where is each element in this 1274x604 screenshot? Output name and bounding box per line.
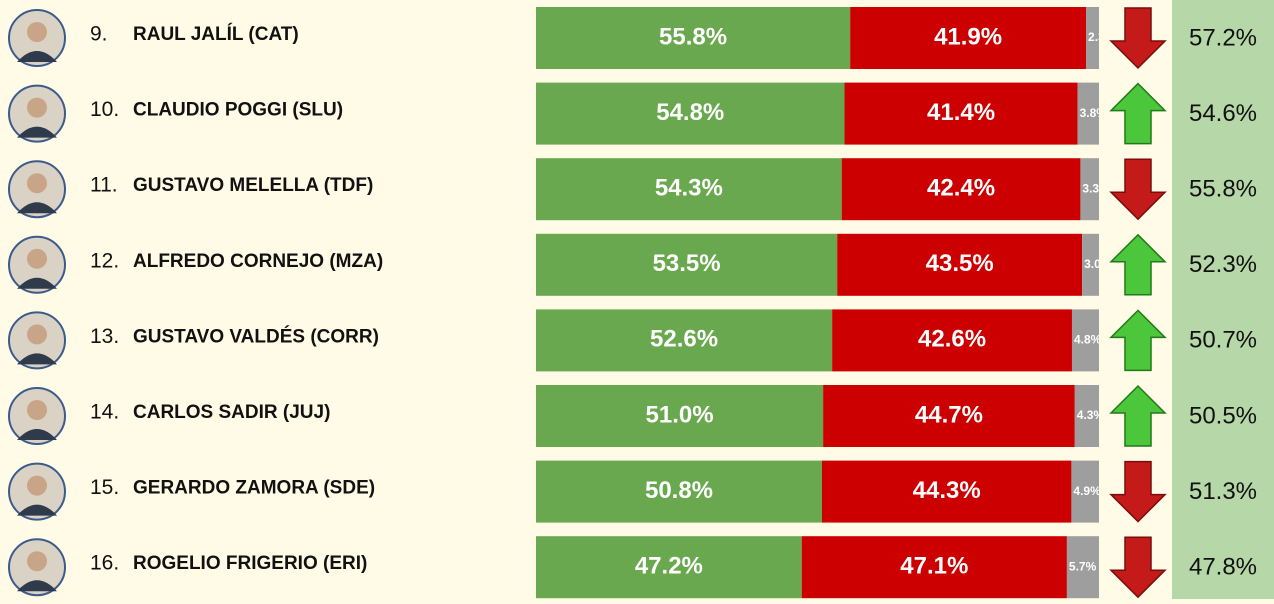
bar-label: 44.3% xyxy=(913,477,981,504)
bar-label: 41.9% xyxy=(934,23,1002,50)
rank: 13. xyxy=(90,325,119,348)
name: GERARDO ZAMORA (SDE) xyxy=(133,478,375,499)
previous: 50.5% xyxy=(1189,402,1257,429)
previous: 50.7% xyxy=(1189,327,1257,354)
previous: 54.6% xyxy=(1189,100,1257,127)
name: CARLOS SADIR (JUJ) xyxy=(133,402,330,423)
name: CLAUDIO POGGI (SLU) xyxy=(133,100,343,121)
avatar-head xyxy=(27,551,47,571)
bar-label: 47.1% xyxy=(900,553,968,580)
bar-label: 54.8% xyxy=(656,99,724,126)
previous: 52.3% xyxy=(1189,251,1257,278)
rank: 10. xyxy=(90,98,119,121)
avatar-head xyxy=(27,324,47,344)
bar-label: 3.8% xyxy=(1080,106,1108,120)
bar-label: 55.8% xyxy=(659,23,727,50)
name: ALFREDO CORNEJO (MZA) xyxy=(133,251,383,272)
bar-label: 42.4% xyxy=(927,175,995,202)
avatar-head xyxy=(27,22,47,42)
trend-arrow xyxy=(1111,235,1165,295)
rank: 12. xyxy=(90,249,119,272)
bar-label: 44.7% xyxy=(915,401,983,428)
rank: 9. xyxy=(90,23,108,46)
bar-label: 54.3% xyxy=(655,175,723,202)
name: GUSTAVO MELELLA (TDF) xyxy=(133,175,373,196)
avatar-head xyxy=(27,249,47,269)
trend-arrow xyxy=(1111,537,1165,597)
trend-arrow xyxy=(1111,462,1165,522)
name: RAUL JALÍL (CAT) xyxy=(133,23,299,45)
avatar-head xyxy=(27,400,47,420)
bar-label: 50.8% xyxy=(645,477,713,504)
rank: 11. xyxy=(90,174,118,197)
avatar-head xyxy=(27,98,47,118)
bar-label: 43.5% xyxy=(926,250,994,277)
previous: 55.8% xyxy=(1189,176,1257,203)
bar-label: 52.6% xyxy=(650,326,718,353)
name: ROGELIO FRIGERIO (ERI) xyxy=(133,553,367,574)
bar-label: 4.3% xyxy=(1077,408,1105,422)
bar-label: 53.5% xyxy=(653,250,721,277)
bar-label: 47.2% xyxy=(635,553,703,580)
trend-arrow xyxy=(1111,8,1165,68)
ranking: 9.RAUL JALÍL (CAT)55.8%41.9%2.3%57.2%10.… xyxy=(0,0,1274,599)
bar-label: 3.3% xyxy=(1082,181,1110,195)
bar-label: 41.4% xyxy=(927,99,995,126)
bar-label: 5.7% xyxy=(1069,559,1097,573)
rank: 14. xyxy=(90,401,119,424)
rank: 16. xyxy=(90,552,119,575)
bar-label: 4.9% xyxy=(1073,484,1101,498)
rank: 15. xyxy=(90,476,119,499)
page: 9.RAUL JALÍL (CAT)55.8%41.9%2.3%57.2%10.… xyxy=(0,0,1274,599)
bar-label: 51.0% xyxy=(646,401,714,428)
bar-label: 3.0% xyxy=(1084,257,1112,271)
name: GUSTAVO VALDÉS (CORR) xyxy=(133,325,379,347)
previous: 51.3% xyxy=(1189,478,1257,505)
bar-label: 42.6% xyxy=(918,326,986,353)
trend-arrow xyxy=(1111,159,1165,219)
previous: 57.2% xyxy=(1189,24,1257,51)
trend-arrow xyxy=(1111,84,1165,144)
trend-arrow xyxy=(1111,386,1165,446)
previous-column xyxy=(1172,0,1274,599)
avatar-head xyxy=(27,476,47,496)
trend-arrow xyxy=(1111,310,1165,370)
previous: 47.8% xyxy=(1189,554,1257,581)
bar-label: 4.8% xyxy=(1074,333,1102,347)
avatar-head xyxy=(27,173,47,193)
